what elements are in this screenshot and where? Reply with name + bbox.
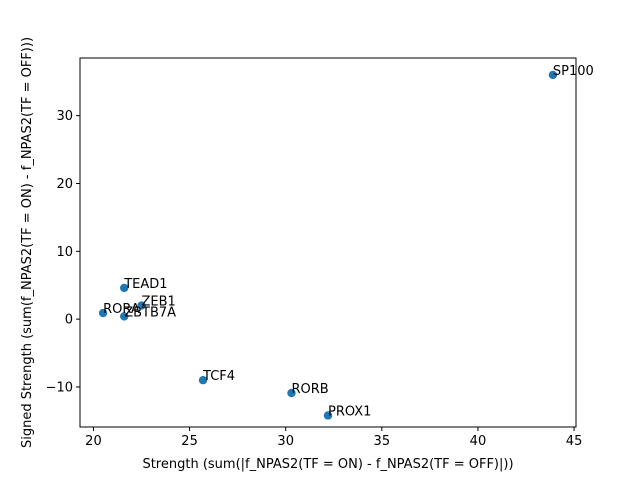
point-label: ZBTB7A: [124, 305, 176, 320]
y-tick-label: 30: [56, 109, 73, 124]
point-label: TCF4: [202, 369, 235, 384]
x-tick-label: 25: [181, 434, 198, 449]
x-axis-label: Strength (sum(|f_NPAS2(TF = ON) - f_NPAS…: [142, 457, 513, 472]
x-tick-label: 20: [85, 434, 102, 449]
point-label: ZEB1: [142, 295, 176, 310]
x-tick-label: 40: [470, 434, 487, 449]
y-tick-label: 0: [65, 313, 73, 328]
data-point: [198, 375, 208, 385]
x-tick-label: 45: [566, 434, 583, 449]
y-axis-label: Signed Strength (sum(f_NPAS2(TF = ON) - …: [20, 37, 35, 448]
y-tick-label: −10: [46, 380, 73, 395]
x-tick-label: 35: [374, 434, 391, 449]
data-point: [120, 283, 129, 293]
data-point: [98, 308, 108, 318]
data-point: [120, 312, 129, 321]
point-label: RORB: [291, 382, 328, 397]
x-tick-label: 30: [277, 434, 294, 449]
point-label: TEAD1: [123, 277, 167, 292]
data-point: [548, 70, 558, 80]
data-point: [323, 411, 333, 420]
y-tick-label: 20: [56, 177, 73, 192]
data-point: [287, 388, 296, 398]
point-label: SP100: [553, 64, 594, 79]
y-axis-ticks: −10 0 10 20 30: [46, 109, 80, 395]
y-tick-label: 10: [56, 245, 73, 260]
axes-frame: [79, 57, 577, 428]
point-label: RORA: [103, 302, 140, 317]
x-axis-ticks: 20 25 30 35 40 45: [85, 427, 582, 449]
points-layer: [98, 70, 558, 420]
data-point: [137, 301, 146, 310]
point-label: PROX1: [328, 404, 371, 419]
